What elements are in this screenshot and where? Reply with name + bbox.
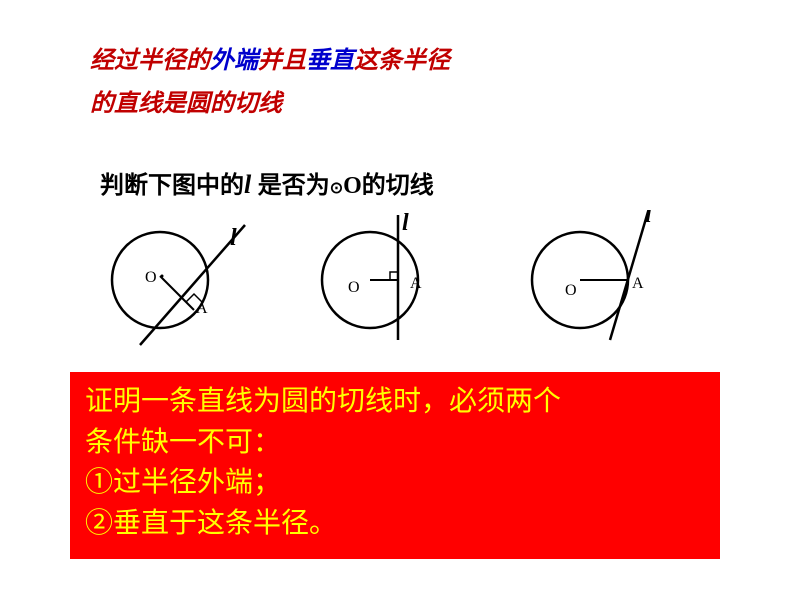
question-suffix-b: O的切线 [343,173,434,199]
line-l-3 [610,210,650,340]
figure-2: O A l [300,210,480,360]
theorem-part6: 的直线是圆的切线 [90,91,282,117]
odot-symbol: ⊙ [330,180,343,197]
question-suffix-a: 是否为 [258,173,330,199]
theorem-part1: 经过半径的 [90,48,210,74]
conclusion-line2: 条件缺一不可： [85,423,705,464]
figure-1: O A l [90,210,270,360]
figure-3: O A l [510,210,690,360]
question-var: l [244,170,258,199]
conclusion-line3: ①过半径外端； [85,463,705,504]
conclusion-line1: 证明一条直线为圆的切线时，必须两个 [85,382,705,423]
label-A-2: A [410,275,422,292]
label-O-2: O [348,279,360,296]
label-O-1: O [145,269,157,286]
circle-1 [112,232,208,328]
theorem-part5: 这条半径 [354,48,450,74]
center-dot-1 [161,275,164,278]
conclusion-box: 证明一条直线为圆的切线时，必须两个 条件缺一不可： ①过半径外端； ②垂直于这条… [70,372,720,559]
conclusion-line4: ②垂直于这条半径。 [85,504,705,545]
label-l-2: l [402,210,409,236]
label-l-3: l [645,210,652,228]
theorem-part3: 并且 [258,48,306,74]
question-prefix: 判断下图中的 [100,173,244,199]
figures-row: O A l O A l O A l [90,210,710,360]
label-l-1: l [230,225,237,251]
tangent-theorem: 经过半径的外端并且垂直这条半径 的直线是圆的切线 [90,40,650,126]
label-O-3: O [565,282,577,299]
label-A-3: A [632,275,644,292]
radius-1 [160,276,194,310]
theorem-part4: 垂直 [306,48,354,74]
theorem-part2: 外端 [210,48,258,74]
label-A-1: A [196,300,208,317]
question-text: 判断下图中的l 是否为⊙O的切线 [100,165,434,200]
